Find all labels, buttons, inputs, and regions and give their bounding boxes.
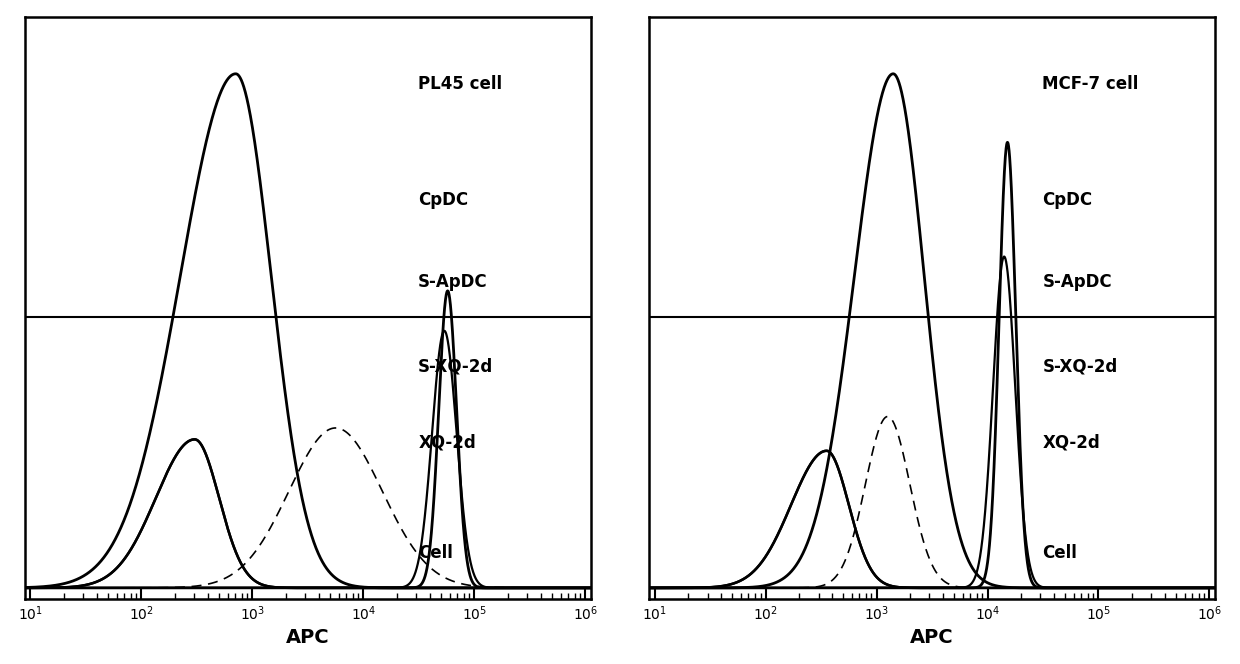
Text: XQ-2d: XQ-2d: [418, 433, 476, 451]
Text: Cell: Cell: [1043, 544, 1078, 562]
Text: MCF-7 cell: MCF-7 cell: [1043, 74, 1138, 93]
Text: S-XQ-2d: S-XQ-2d: [418, 357, 494, 375]
Text: CpDC: CpDC: [418, 191, 469, 209]
Text: S-ApDC: S-ApDC: [1043, 273, 1112, 291]
Text: CpDC: CpDC: [1043, 191, 1092, 209]
Text: PL45 cell: PL45 cell: [418, 74, 502, 93]
Text: S-ApDC: S-ApDC: [418, 273, 487, 291]
Text: S-XQ-2d: S-XQ-2d: [1043, 357, 1117, 375]
Text: Cell: Cell: [418, 544, 453, 562]
Text: XQ-2d: XQ-2d: [1043, 433, 1100, 451]
X-axis label: APC: APC: [286, 628, 330, 647]
X-axis label: APC: APC: [910, 628, 954, 647]
